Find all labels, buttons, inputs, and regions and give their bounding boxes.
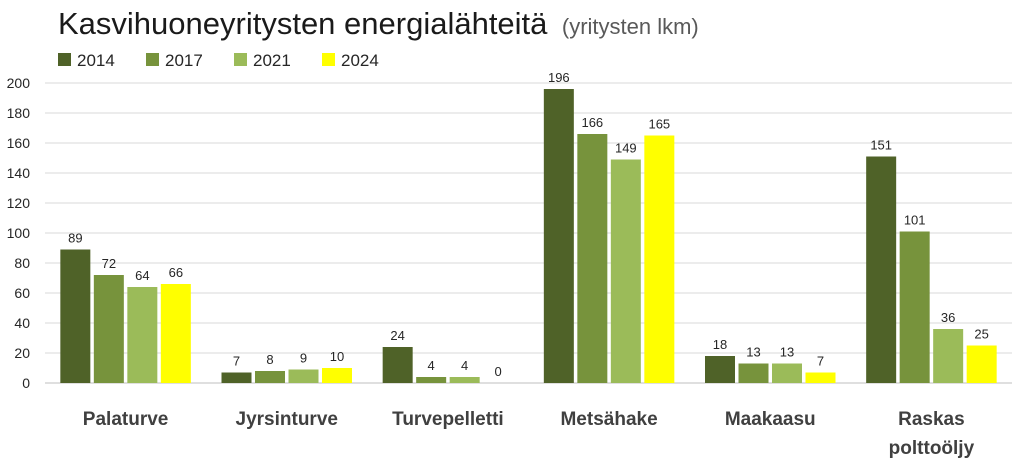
- data-label-2024: 7: [817, 354, 824, 369]
- data-label-2014: 196: [548, 70, 570, 85]
- legend-label-2021: 2021: [253, 51, 291, 70]
- data-label-2021: 13: [780, 345, 794, 360]
- data-label-2014: 18: [713, 337, 727, 352]
- y-tick-label: 100: [7, 225, 31, 241]
- bar-2021: [933, 329, 964, 383]
- data-label-2024: 10: [330, 349, 344, 364]
- bar-2021: [610, 159, 641, 383]
- bar-2017: [93, 275, 124, 383]
- legend-swatch-2024: [322, 53, 335, 66]
- bars: [60, 89, 997, 383]
- bar-2014: [866, 156, 897, 383]
- data-label-2017: 13: [746, 345, 760, 360]
- legend-swatch-2014: [58, 53, 71, 66]
- bar-2017: [738, 363, 769, 383]
- bar-2024: [805, 372, 836, 383]
- bar-2014: [382, 347, 413, 383]
- data-label-2021: 149: [615, 141, 637, 156]
- data-label-2024: 25: [974, 327, 988, 342]
- y-tick-label: 120: [7, 195, 31, 211]
- y-tick-label: 80: [14, 255, 30, 271]
- data-label-2014: 151: [870, 138, 892, 153]
- y-tick-label: 160: [7, 135, 31, 151]
- data-label-2017: 72: [102, 256, 116, 271]
- bar-2021: [288, 369, 319, 383]
- data-label-2014: 7: [233, 354, 240, 369]
- category-label: Maakaasu: [725, 409, 816, 430]
- bar-2017: [899, 231, 930, 383]
- data-label-2021: 9: [300, 351, 307, 366]
- bar-2014: [543, 89, 574, 383]
- category-label: Turvepelletti: [392, 409, 504, 430]
- chart-title: Kasvihuoneyritysten energialähteitä (yri…: [58, 6, 699, 41]
- bar-2017: [577, 134, 608, 383]
- y-tick-label: 20: [14, 345, 30, 361]
- legend: 2014 2017 2021 2024: [58, 51, 379, 70]
- bar-2024: [966, 345, 997, 383]
- legend-swatch-2021: [234, 53, 247, 66]
- y-tick-label: 0: [22, 375, 30, 391]
- legend-label-2024: 2024: [341, 51, 379, 70]
- data-label-2017: 166: [581, 115, 603, 130]
- bar-2024: [160, 284, 191, 383]
- category-label: Palaturve: [83, 409, 169, 430]
- bar-2017: [255, 371, 285, 383]
- legend-label-2014: 2014: [77, 51, 115, 70]
- legend-label-2017: 2017: [165, 51, 203, 70]
- y-tick-label: 200: [7, 75, 31, 91]
- bar-2021: [449, 377, 480, 383]
- data-label-2017: 4: [428, 358, 435, 373]
- bar-2014: [60, 249, 91, 383]
- bar-2024: [322, 368, 352, 383]
- bar-2021: [127, 287, 158, 383]
- data-label-2017: 101: [904, 213, 926, 228]
- chart-title-main: Kasvihuoneyritysten energialähteitä: [58, 6, 548, 41]
- y-axis: 0 20 40 60 80 100 120 140 160 180 200: [7, 75, 31, 391]
- bar-2014: [705, 356, 735, 383]
- category-label: Raskas polttoöljy: [889, 409, 975, 459]
- bar-2021: [772, 363, 802, 383]
- data-label-2021: 36: [941, 310, 955, 325]
- data-label-2017: 8: [266, 352, 273, 367]
- data-label-2021: 64: [135, 268, 149, 283]
- bar-2014: [221, 372, 252, 383]
- chart-subtitle: (yritysten lkm): [562, 14, 699, 39]
- bar-2017: [416, 377, 447, 383]
- gridlines: [45, 82, 1012, 384]
- y-tick-label: 40: [14, 315, 30, 331]
- y-tick-label: 60: [14, 285, 30, 301]
- data-label-2021: 4: [461, 358, 468, 373]
- data-label-2024: 165: [648, 117, 670, 132]
- category-label: Jyrsinturve: [236, 409, 338, 430]
- data-label-2014: 24: [390, 328, 404, 343]
- category-label: Metsähake: [560, 409, 657, 430]
- y-tick-label: 140: [7, 165, 31, 181]
- data-label-2024: 66: [169, 265, 183, 280]
- x-axis: Palaturve Jyrsinturve Turvepelletti Metsäha…: [83, 409, 975, 459]
- bar-2024: [644, 135, 675, 383]
- y-tick-label: 180: [7, 105, 31, 121]
- legend-swatch-2017: [146, 53, 159, 66]
- data-label-2014: 89: [68, 231, 82, 246]
- data-label-2024: 0: [495, 364, 502, 379]
